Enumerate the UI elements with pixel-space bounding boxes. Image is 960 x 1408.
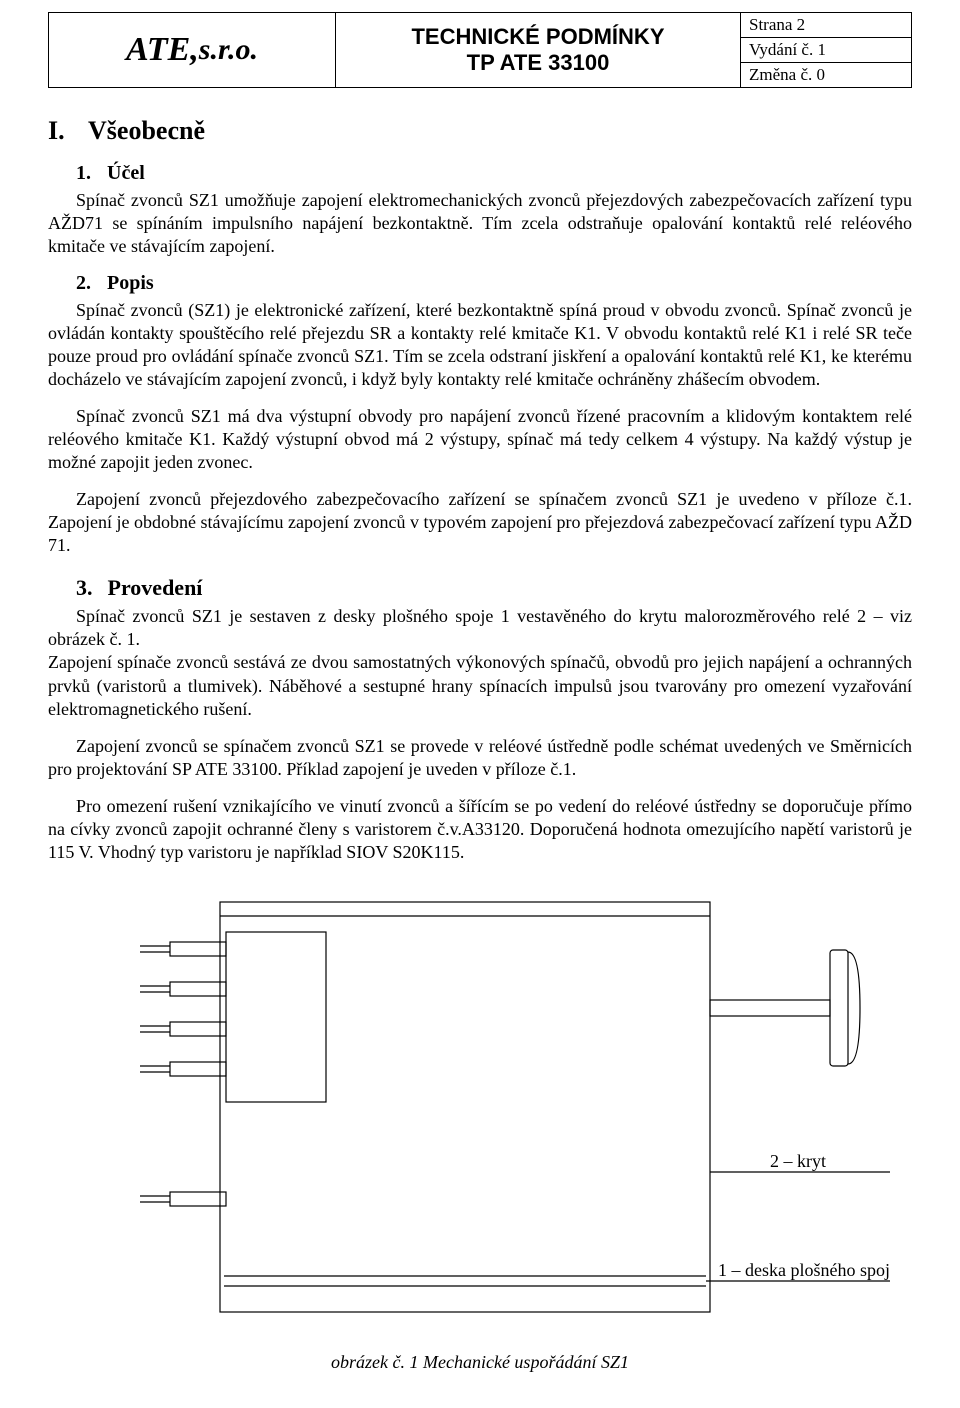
paragraph: Pro omezení rušení vznikajícího ve vinut… bbox=[48, 795, 912, 864]
document-title: TECHNICKÉ PODMÍNKY TP ATE 33100 bbox=[336, 13, 741, 87]
figure-label-2: 2 – kryt bbox=[770, 1151, 826, 1171]
subsection-num: 3. bbox=[76, 575, 102, 601]
paragraph: Zapojení zvonců přejezdového zabezpečova… bbox=[48, 488, 912, 557]
title-line1: TECHNICKÉ PODMÍNKY bbox=[411, 24, 664, 50]
company-suffix: s.r.o. bbox=[199, 33, 258, 67]
paragraph: Spínač zvonců SZ1 je sestaven z desky pl… bbox=[48, 605, 912, 720]
page-number: Strana 2 bbox=[741, 13, 911, 37]
subsection-num: 1. bbox=[76, 162, 102, 185]
subsection-heading: 1. Účel bbox=[76, 162, 912, 185]
company-comma: , bbox=[190, 31, 199, 69]
subsection-title: Popis bbox=[107, 272, 154, 294]
subsection-heading: 3. Provedení bbox=[76, 575, 912, 601]
subsection-heading: 2. Popis bbox=[76, 272, 912, 295]
paragraph: Zapojení zvonců se spínačem zvonců SZ1 s… bbox=[48, 735, 912, 781]
section-heading: I. Všeobecně bbox=[48, 116, 912, 146]
company-name: ATE, s.r.o. bbox=[49, 13, 336, 87]
title-line2: TP ATE 33100 bbox=[467, 50, 610, 76]
document-meta: Strana 2 Vydání č. 1 Změna č. 0 bbox=[741, 13, 911, 87]
figure-label-1: 1 – deska plošného spoje bbox=[718, 1260, 890, 1280]
edition: Vydání č. 1 bbox=[741, 37, 911, 62]
figure: 2 – kryt 1 – deska plošného spoje obráze… bbox=[48, 882, 912, 1373]
section-title: Všeobecně bbox=[88, 116, 205, 145]
document-header: ATE, s.r.o. TECHNICKÉ PODMÍNKY TP ATE 33… bbox=[48, 12, 912, 88]
paragraph: Spínač zvonců SZ1 umožňuje zapojení elek… bbox=[48, 189, 912, 258]
company-main: ATE bbox=[126, 31, 190, 69]
subsection-num: 2. bbox=[76, 272, 102, 295]
figure-caption: obrázek č. 1 Mechanické uspořádání SZ1 bbox=[331, 1352, 629, 1373]
figure-svg: 2 – kryt 1 – deska plošného spoje bbox=[70, 882, 890, 1342]
change: Změna č. 0 bbox=[741, 62, 911, 87]
paragraph: Spínač zvonců (SZ1) je elektronické zaří… bbox=[48, 299, 912, 391]
paragraph: Spínač zvonců SZ1 má dva výstupní obvody… bbox=[48, 405, 912, 474]
subsection-title: Účel bbox=[107, 162, 145, 184]
section-num: I. bbox=[48, 116, 82, 146]
subsection-title: Provedení bbox=[108, 575, 203, 600]
